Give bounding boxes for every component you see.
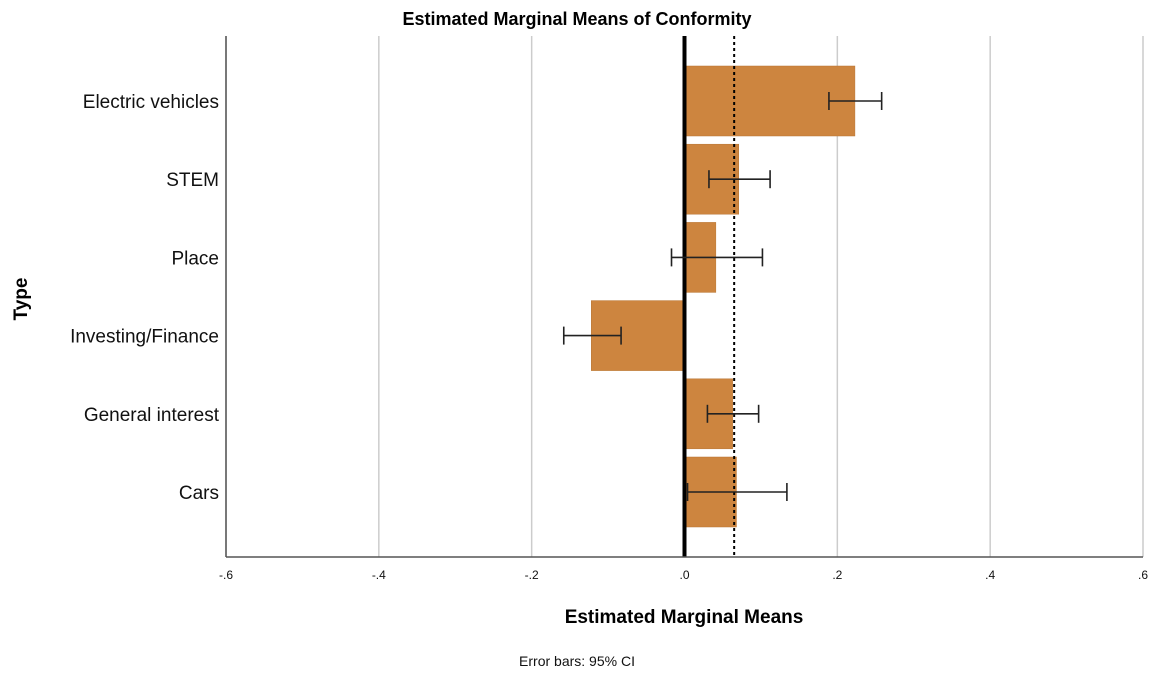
error-bar bbox=[828, 92, 883, 110]
error-bar-note: Error bars: 95% CI bbox=[519, 653, 635, 669]
y-axis-title: Type bbox=[11, 278, 32, 321]
x-tick-label: -.4 bbox=[372, 568, 386, 582]
error-bar bbox=[708, 170, 771, 189]
category-label: General interest bbox=[84, 405, 220, 426]
error-bar bbox=[562, 326, 622, 345]
x-tick-label: .2 bbox=[832, 568, 842, 582]
bar bbox=[684, 65, 856, 137]
error-bar bbox=[686, 483, 788, 501]
category-label: Investing/Finance bbox=[70, 327, 219, 348]
x-tick-label: -.2 bbox=[525, 568, 539, 582]
x-tick-label: -.6 bbox=[219, 568, 233, 582]
category-label: STEM bbox=[166, 170, 219, 191]
category-label: Place bbox=[171, 248, 219, 269]
x-tick-label: .0 bbox=[679, 568, 689, 582]
chart-title: Estimated Marginal Means of Conformity bbox=[402, 9, 751, 29]
bars bbox=[591, 65, 856, 528]
x-tick-label: .4 bbox=[985, 568, 995, 582]
error-bars bbox=[562, 92, 883, 501]
category-label: Cars bbox=[179, 483, 219, 504]
error-bar bbox=[670, 248, 764, 267]
category-label: Electric vehicles bbox=[83, 92, 219, 113]
x-tick-label: .6 bbox=[1138, 568, 1148, 582]
error-bar bbox=[706, 404, 760, 423]
x-axis-title: Estimated Marginal Means bbox=[565, 607, 804, 628]
